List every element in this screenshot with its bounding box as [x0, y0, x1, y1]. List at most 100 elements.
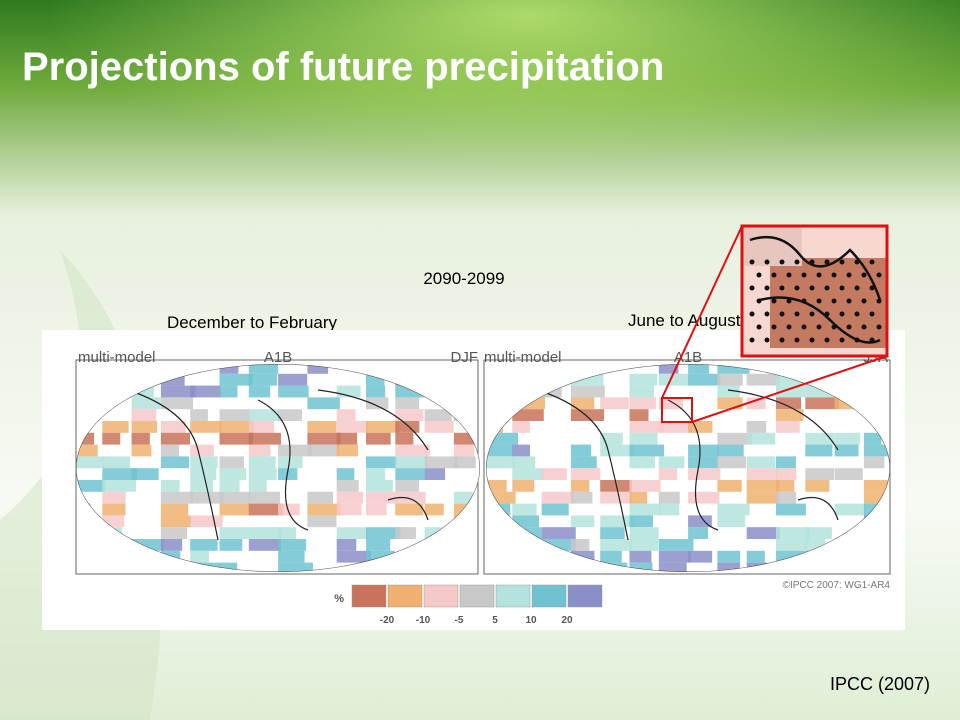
map-cell [746, 468, 778, 480]
stipple-dot [876, 324, 882, 330]
map-cell [248, 373, 277, 386]
map-cell [219, 373, 253, 386]
stipple-dot [756, 272, 762, 278]
map-cell [746, 373, 780, 386]
stipple-dot [869, 285, 875, 291]
map-cell [395, 456, 429, 469]
stipple-dot [854, 259, 860, 265]
map-cell [160, 539, 183, 551]
map-cell [776, 373, 805, 386]
stipple-dot [801, 324, 807, 330]
map-cell [278, 444, 313, 457]
map-cell [76, 480, 106, 492]
stipple-dot [831, 324, 837, 330]
slide-title: Projections of future precipitation [22, 45, 664, 89]
map-cell [776, 397, 802, 410]
map-cell [219, 527, 250, 539]
map-cell [541, 527, 576, 539]
map-cell [863, 491, 890, 504]
map-cell [102, 432, 121, 445]
map-cell [190, 491, 224, 504]
map-cell [776, 527, 810, 539]
map-cell [717, 373, 743, 386]
colorbar-unit: % [334, 593, 344, 605]
map-cell [746, 491, 779, 504]
map-cell [658, 421, 693, 433]
inset-coastline [749, 235, 882, 344]
map-cell [336, 421, 369, 433]
map-cell [395, 421, 420, 433]
map-cell [688, 364, 710, 374]
left-map [76, 364, 480, 572]
map-cell [688, 421, 713, 433]
right-caption: June to August [628, 311, 741, 330]
map-cell [863, 456, 885, 469]
map-cell [248, 456, 276, 469]
inset-frame [740, 224, 889, 358]
map-cell [717, 397, 743, 410]
map-cell [76, 444, 98, 457]
map-cell [746, 550, 765, 563]
stipple-dot [764, 285, 770, 291]
map-cell [160, 385, 196, 398]
map-cell [307, 515, 337, 528]
map-cell [366, 539, 391, 551]
map-cell [278, 385, 309, 398]
map-cell [570, 515, 595, 528]
stipple-dot [801, 298, 807, 304]
stipple-dot [854, 337, 860, 343]
map-cell [219, 539, 243, 551]
map-cell [102, 515, 125, 528]
stipple-dot [809, 337, 815, 343]
stipple-dot [846, 324, 852, 330]
map-cell [512, 409, 544, 421]
colorbar-swatch [459, 584, 495, 608]
map-cell [570, 491, 593, 504]
map-cell [219, 364, 239, 374]
map-cell [805, 480, 830, 492]
map-cell [717, 550, 741, 563]
stipple-dot [786, 298, 792, 304]
map-cell [512, 503, 537, 516]
map-cell [248, 468, 277, 480]
stipple-dot [809, 285, 815, 291]
map-cell [336, 444, 358, 457]
map-cell [658, 373, 689, 386]
map-cell [160, 456, 190, 469]
stipple-dot [809, 311, 815, 317]
map-cell [160, 432, 191, 445]
map-cell [366, 373, 385, 386]
map-cell [219, 456, 244, 469]
stipple-dot [831, 298, 837, 304]
stipple-dot [876, 298, 882, 304]
stipple-dot [764, 259, 770, 265]
map-cell [248, 527, 282, 539]
map-cell [541, 539, 577, 551]
map-cell [746, 432, 776, 445]
colorbar-swatch [423, 584, 459, 608]
map-cell [424, 503, 444, 516]
map-cell [570, 409, 605, 421]
map-cell [776, 468, 797, 480]
map-cell [307, 503, 341, 516]
stipple-dot [779, 285, 785, 291]
map-cell [629, 432, 658, 445]
map-cell [160, 480, 180, 492]
map-cell [629, 550, 652, 563]
period-label: 2090-2099 [423, 269, 504, 288]
map-cell [570, 456, 597, 469]
map-cell [366, 421, 400, 433]
stipple-dot [794, 311, 800, 317]
colorbar-tick-label: 10 [525, 615, 537, 626]
map-cell [307, 444, 340, 457]
stipple-dot [846, 298, 852, 304]
map-cell [366, 397, 389, 410]
source-label: IPCC (2007) [830, 674, 930, 694]
map-cell [629, 444, 664, 457]
map-cell [160, 444, 179, 457]
map-cell [629, 527, 659, 539]
map-cell [278, 456, 303, 469]
map-cell [219, 409, 251, 421]
map-cell [541, 468, 567, 480]
